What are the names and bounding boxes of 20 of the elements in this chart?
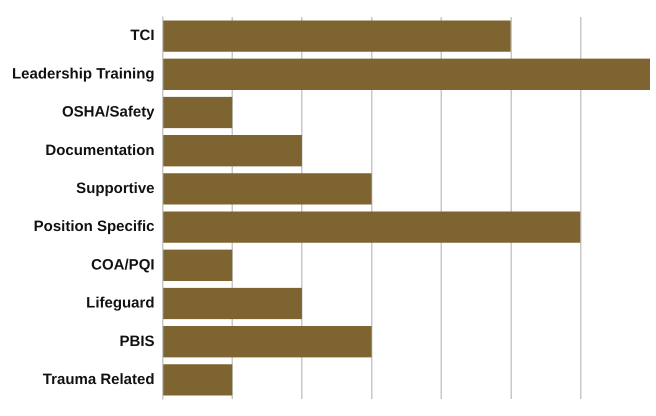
bar bbox=[163, 326, 372, 358]
bar bbox=[163, 173, 372, 205]
bar bbox=[163, 211, 580, 243]
bar bbox=[163, 250, 232, 281]
y-tick-label: Supportive bbox=[76, 180, 155, 198]
y-tick-label: PBIS bbox=[120, 332, 155, 350]
bar bbox=[163, 288, 302, 320]
bar bbox=[163, 96, 232, 128]
y-tick-label: OSHA/Safety bbox=[62, 104, 156, 121]
y-tick-label: Lifeguard bbox=[86, 294, 155, 312]
y-tick-label: Trauma Related bbox=[42, 371, 155, 388]
y-tick-label: TCI bbox=[130, 27, 155, 44]
bar bbox=[163, 20, 511, 52]
bar bbox=[163, 58, 650, 90]
y-tick-label: Position Specific bbox=[34, 218, 155, 236]
y-tick-label: Documentation bbox=[45, 142, 155, 159]
bar bbox=[163, 135, 302, 166]
bar bbox=[163, 364, 232, 396]
y-tick-label: Leadership Training bbox=[12, 65, 155, 82]
y-tick-label: COA/PQI bbox=[91, 256, 155, 274]
